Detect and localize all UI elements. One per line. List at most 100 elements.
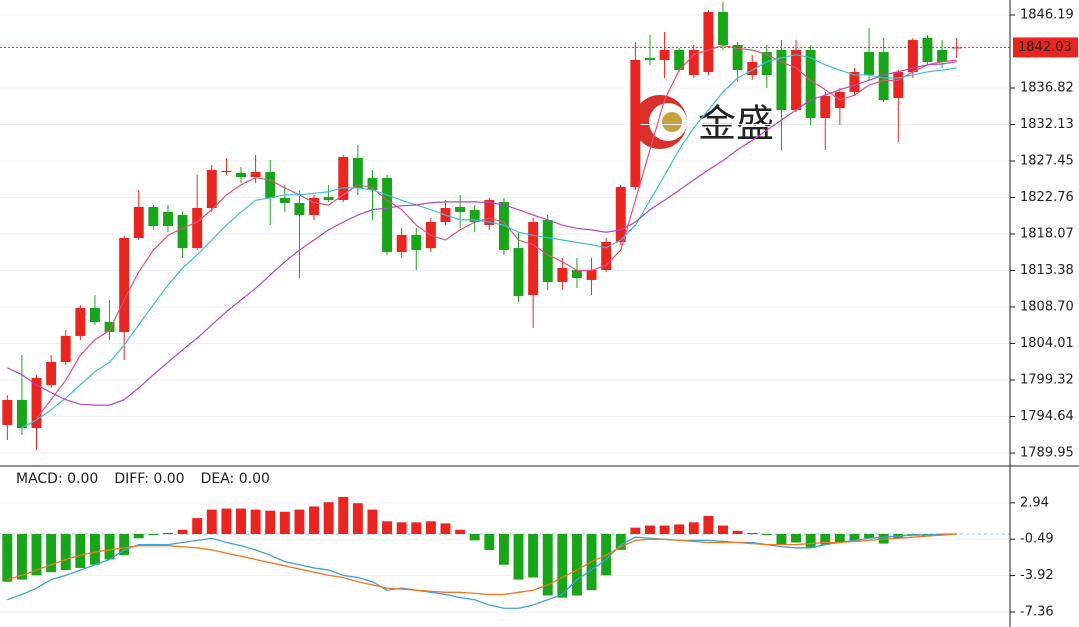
macd-bar — [352, 503, 363, 535]
candle-body — [674, 49, 685, 71]
candle-body — [163, 211, 173, 226]
y-tick-label: 1808.70 — [1020, 299, 1074, 314]
candle-body — [557, 267, 568, 282]
candle-body — [601, 242, 612, 270]
candle-body — [382, 178, 393, 253]
macd-bar — [469, 534, 480, 541]
macd-bar — [31, 534, 42, 576]
macd-bar — [498, 534, 509, 565]
macd-bar — [250, 509, 261, 535]
indicator-label: DIFF: 0.00 — [114, 471, 184, 487]
macd-bar — [425, 521, 436, 535]
watermark: 金盛 — [698, 102, 774, 146]
candle-body — [250, 172, 261, 178]
candle-body — [279, 197, 290, 204]
y-tick-label: -0.49 — [1020, 532, 1054, 547]
macd-bar — [557, 534, 568, 598]
candle-body — [645, 58, 655, 60]
y-tick-label: -3.92 — [1020, 568, 1054, 583]
macd-bar — [221, 508, 232, 535]
indicator-line — [36, 44, 957, 419]
candle-body — [309, 197, 319, 216]
candle-body — [864, 52, 875, 75]
macd-bar — [2, 534, 13, 582]
candle-body — [75, 308, 86, 336]
macd-bar — [820, 534, 831, 545]
candle-body — [484, 199, 495, 225]
y-tick-label: 1799.32 — [1020, 373, 1074, 388]
candle-body — [907, 40, 918, 73]
candle-body — [922, 38, 933, 62]
candle-body — [542, 220, 553, 282]
macd-bar — [645, 525, 655, 535]
candle-body — [206, 170, 217, 209]
candle-body — [367, 178, 378, 191]
macd-bar — [265, 510, 276, 535]
y-tick-label: 1822.76 — [1020, 190, 1074, 205]
y-tick-label: 1813.38 — [1020, 263, 1074, 278]
macd-bar — [309, 506, 319, 535]
candle-body — [469, 209, 480, 223]
macd-bar — [396, 522, 407, 535]
macd-bar — [805, 534, 816, 548]
candle-body — [849, 72, 860, 92]
macd-bar — [206, 509, 217, 535]
candle-body — [513, 248, 524, 297]
candle-body — [104, 322, 115, 332]
indicator-line — [7, 61, 957, 406]
candle-body — [411, 235, 422, 250]
y-tick-label: 1846.19 — [1020, 8, 1074, 23]
macd-bar — [718, 525, 728, 535]
candle-body — [323, 197, 334, 200]
macd-bar — [177, 529, 188, 535]
y-tick-label: 1832.13 — [1020, 117, 1074, 132]
macd-bar — [761, 534, 772, 536]
candle-body — [396, 235, 407, 253]
y-tick-label: 1794.64 — [1020, 409, 1074, 424]
macd-bar — [192, 518, 203, 535]
macd-bar — [513, 534, 524, 580]
macd-bar — [46, 534, 57, 573]
indicator-line — [7, 533, 957, 596]
watermark-logo — [633, 95, 687, 149]
macd-bar — [236, 508, 246, 535]
macd-bar — [75, 534, 86, 568]
y-tick-label: 1836.82 — [1020, 81, 1074, 96]
candle-body — [177, 215, 188, 249]
macd-bar — [630, 527, 641, 535]
candle-body — [703, 11, 714, 73]
macd-bar — [834, 534, 845, 543]
macd-bar — [484, 534, 495, 550]
indicator-line — [7, 533, 957, 609]
last-price-label: 1842.03 — [1018, 40, 1072, 55]
macd-bar — [119, 534, 130, 556]
last-price-box — [1013, 37, 1078, 58]
macd-bar — [528, 534, 539, 578]
candle-body — [221, 171, 232, 173]
y-tick-label: 1827.45 — [1020, 153, 1074, 168]
macd-bar — [16, 534, 27, 580]
macd-bar — [776, 534, 787, 545]
macd-bar — [104, 534, 115, 560]
indicator-label: MACD: 0.00 — [16, 471, 98, 487]
candle-body — [119, 237, 130, 332]
macd-bar — [864, 534, 875, 539]
candle-body — [761, 52, 772, 75]
macd-bar — [133, 534, 144, 539]
macd-bar — [542, 534, 553, 596]
candle-body — [630, 59, 641, 187]
candle-body — [528, 222, 539, 295]
macd-bar — [440, 523, 451, 535]
macd-bar — [367, 509, 378, 535]
candle-body — [732, 45, 743, 71]
candle-body — [133, 206, 144, 238]
macd-bar — [688, 522, 699, 535]
candle-body — [265, 172, 276, 198]
macd-bar — [60, 534, 71, 571]
candle-body — [60, 335, 71, 362]
indicator-line — [21, 54, 957, 429]
macd-bar — [659, 525, 670, 535]
macd-bar — [674, 524, 685, 535]
candle-body — [338, 156, 349, 200]
